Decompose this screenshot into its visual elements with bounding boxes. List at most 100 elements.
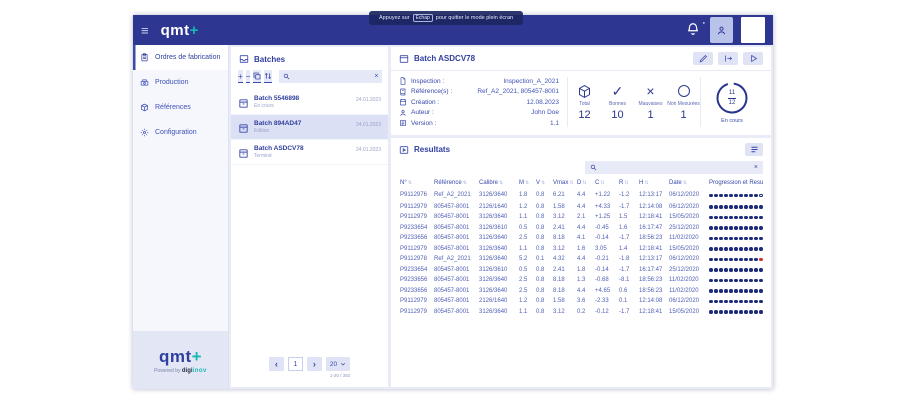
- table-row[interactable]: P9112979 805457-8001 3126/3640 1.1 0.8 3.12 2.…: [399, 212, 763, 223]
- progress-dot: [734, 278, 738, 282]
- sort-batches-button[interactable]: [264, 70, 273, 83]
- version-icon: [399, 119, 407, 127]
- calendar-icon: [399, 98, 407, 106]
- list-icon: [751, 146, 757, 153]
- column-header-r-f-rence[interactable]: Référence⇅: [434, 180, 467, 186]
- progress-dot: [719, 215, 723, 219]
- column-header-n-[interactable]: N°⇅: [400, 180, 412, 186]
- page-size-dropdown[interactable]: 20 1-20 / 392: [325, 357, 351, 378]
- table-cell: -1.7: [619, 266, 630, 273]
- orders-icon: [140, 53, 149, 62]
- table-cell: 12:13:17: [639, 256, 663, 263]
- progress-dot: [719, 278, 723, 282]
- progress-dot: [739, 226, 743, 230]
- table-cell: 4.4: [577, 203, 586, 210]
- progress-dot: [709, 247, 713, 251]
- topbar-right-box[interactable]: [741, 17, 765, 43]
- table-cell: 805457-8001: [434, 245, 470, 252]
- table-cell: -1.7: [619, 235, 630, 242]
- sidebar-item-ordres-de-fabrication[interactable]: Ordres de fabrication: [133, 45, 228, 70]
- progress-dot: [754, 215, 758, 219]
- book-icon: [399, 88, 407, 96]
- table-row[interactable]: P9233654 805457-8001 3126/3610 0.5 0.8 2.41 1.…: [399, 265, 763, 276]
- batch-list-item[interactable]: Batch 894AD47 Edition 24.01.2023: [231, 115, 388, 140]
- column-header-r[interactable]: R⇅: [619, 180, 629, 186]
- column-header-d[interactable]: D⇅: [577, 180, 587, 186]
- table-row[interactable]: P9112979 805457-8001 3126/3640 1.1 0.8 3.12 1.…: [399, 244, 763, 255]
- document-icon: [399, 77, 407, 85]
- current-page[interactable]: 1: [287, 357, 303, 371]
- table-row[interactable]: P9112979 805457-8001 2126/1640 1.2 0.8 1.58 4.…: [399, 202, 763, 213]
- hamburger-menu-icon[interactable]: ≡: [141, 22, 149, 38]
- clear-search-icon[interactable]: ×: [374, 73, 379, 80]
- column-header-progression-et-resultat[interactable]: Progression et Resultat⇅: [709, 180, 763, 186]
- batch-list-item[interactable]: Batch 5546898 En cours 24.01.2023: [231, 90, 388, 115]
- table-cell: 0.1: [536, 256, 545, 263]
- progression-cell: ✓: [708, 212, 763, 223]
- sort-arrows-icon: ⇅: [600, 180, 605, 186]
- table-cell: 0.8: [536, 308, 545, 315]
- column-header-calibre[interactable]: Calibre⇅: [479, 180, 504, 186]
- duplicate-batch-button[interactable]: [253, 70, 262, 83]
- table-cell: 1.2: [519, 203, 528, 210]
- column-settings-button[interactable]: [745, 143, 763, 156]
- sidebar-item-label: Références: [155, 104, 191, 111]
- progress-dot: [749, 205, 753, 209]
- column-header-m[interactable]: M⇅: [519, 180, 530, 186]
- column-header-c[interactable]: C⇅: [595, 180, 605, 186]
- results-search: ×: [585, 161, 763, 174]
- export-batch-button[interactable]: [718, 52, 738, 65]
- progress-dot: [719, 236, 723, 240]
- progress-dot: [719, 257, 723, 261]
- table-row[interactable]: P9112976 Ref_A2_2021 3126/3640 1.8 0.8 6.21 4.…: [399, 189, 763, 202]
- stat-label: Bonnes: [609, 101, 626, 107]
- table-row[interactable]: P9233656 805457-8001 3126/3640 2.5 0.8 8.18 4.…: [399, 233, 763, 244]
- results-search-input[interactable]: [600, 164, 751, 171]
- progress-dot: [714, 236, 718, 240]
- table-row[interactable]: P9233656 805457-8001 3126/3640 2.5 0.8 8.18 1.…: [399, 275, 763, 286]
- batch-date: 24.01.2023: [355, 97, 381, 103]
- edit-batch-button[interactable]: [693, 52, 713, 65]
- sidebar-item-configuration[interactable]: Configuration: [133, 120, 228, 145]
- progress-dot: [759, 257, 763, 261]
- progress-dot: [754, 310, 758, 314]
- progress-dot: [759, 193, 763, 197]
- progress-dot: [714, 289, 718, 293]
- detail-value: 1.1: [549, 119, 559, 127]
- results-table: N°⇅ Référence⇅ Calibre⇅ M⇅ V⇅ Vmax⇅ D⇅ C⇅ R⇅ H⇅ Da…: [399, 178, 763, 317]
- batch-list-item[interactable]: Batch ASDCV78 Terminé 24.01.2023: [231, 140, 388, 165]
- table-cell: 8.18: [553, 287, 565, 294]
- clear-results-search-icon[interactable]: ×: [753, 164, 758, 171]
- table-row[interactable]: P9112979 805457-8001 2126/1640 1.2 0.8 1.58 3.…: [399, 296, 763, 307]
- table-cell: 0.8: [536, 245, 545, 252]
- batches-search-input[interactable]: [293, 73, 372, 80]
- fullscreen-tooltip: Appuyez sur Échap pour quitter le mode p…: [369, 11, 524, 25]
- table-row[interactable]: P9112979 805457-8001 3126/3640 1.1 0.8 3.12 0.…: [399, 307, 763, 318]
- table-cell: -0.14: [595, 235, 609, 242]
- table-row[interactable]: P9233656 805457-8001 3126/3640 2.5 0.8 8.18 4.…: [399, 286, 763, 297]
- column-header-date[interactable]: Date⇅: [669, 180, 687, 186]
- column-header-h[interactable]: H⇅: [639, 180, 649, 186]
- avatar[interactable]: [710, 17, 733, 43]
- run-batch-button[interactable]: [743, 52, 763, 65]
- progress-dot: [734, 289, 738, 293]
- prev-page-button[interactable]: ‹: [268, 357, 284, 371]
- column-header-vmax[interactable]: Vmax⇅: [553, 180, 574, 186]
- table-row[interactable]: P9112978 Ref_A2_2021 3126/3640 5.2 0.1 4.32 4.…: [399, 254, 763, 265]
- table-row[interactable]: P9233654 805457-8001 3126/3610 0.5 0.8 2.41 4.…: [399, 223, 763, 234]
- detail-value: Inspection_A_2021: [503, 77, 559, 85]
- progress-dot: [709, 257, 713, 261]
- column-header-v[interactable]: V⇅: [536, 180, 546, 186]
- logo-plus: +: [189, 21, 199, 39]
- progress-dot: [754, 193, 758, 197]
- add-batch-button[interactable]: +: [238, 70, 243, 83]
- sidebar-item-production[interactable]: Production: [133, 70, 228, 95]
- sidebar-item-label: Production: [155, 79, 189, 86]
- notifications-bell-icon[interactable]: ●: [686, 20, 705, 38]
- remove-batch-button[interactable]: −: [245, 70, 251, 83]
- table-cell: 1.58: [553, 203, 565, 210]
- next-page-button[interactable]: ›: [306, 357, 322, 371]
- table-cell: 2.5: [519, 287, 528, 294]
- table-cell: 4.32: [553, 256, 565, 263]
- sidebar-item-r-f-rences[interactable]: Références: [133, 95, 228, 120]
